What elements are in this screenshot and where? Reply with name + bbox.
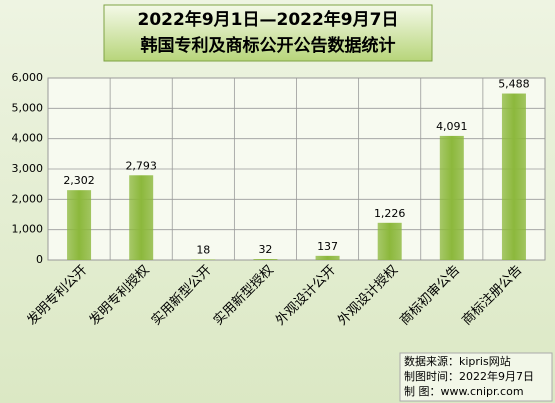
data-label: 4,091 <box>436 120 468 133</box>
bar <box>501 93 526 260</box>
data-label: 5,488 <box>498 78 530 91</box>
y-tick-label: 3,000 <box>12 162 44 175</box>
bar <box>67 190 92 260</box>
chart-title: 2022年9月1日—2022年9月7日 <box>138 9 399 30</box>
note: 制 图：www.cnipr.com <box>404 385 524 398</box>
data-label: 1,226 <box>374 207 406 220</box>
note: 制图时间：2022年9月7日 <box>404 369 534 383</box>
y-tick-label: 6,000 <box>12 71 44 84</box>
bar <box>439 135 464 260</box>
data-label: 2,793 <box>125 159 157 172</box>
bar <box>253 259 278 260</box>
bar <box>377 222 402 260</box>
y-tick-label: 5,000 <box>12 101 44 114</box>
data-label: 32 <box>258 243 272 256</box>
y-tick-label: 1,000 <box>12 223 44 236</box>
bar <box>315 255 340 260</box>
data-label: 18 <box>196 243 210 256</box>
data-label: 2,302 <box>63 174 95 187</box>
title-box <box>103 4 433 62</box>
y-tick-label: 0 <box>36 253 43 266</box>
y-tick-label: 2,000 <box>12 192 44 205</box>
bar <box>129 175 154 260</box>
bar <box>191 259 216 260</box>
y-tick-label: 4,000 <box>12 132 44 145</box>
note: 数据来源：kipris网站 <box>404 354 511 368</box>
note-box <box>399 352 553 402</box>
data-label: 137 <box>317 240 338 253</box>
chart-subtitle: 韩国专利及商标公开公告数据统计 <box>141 35 396 56</box>
